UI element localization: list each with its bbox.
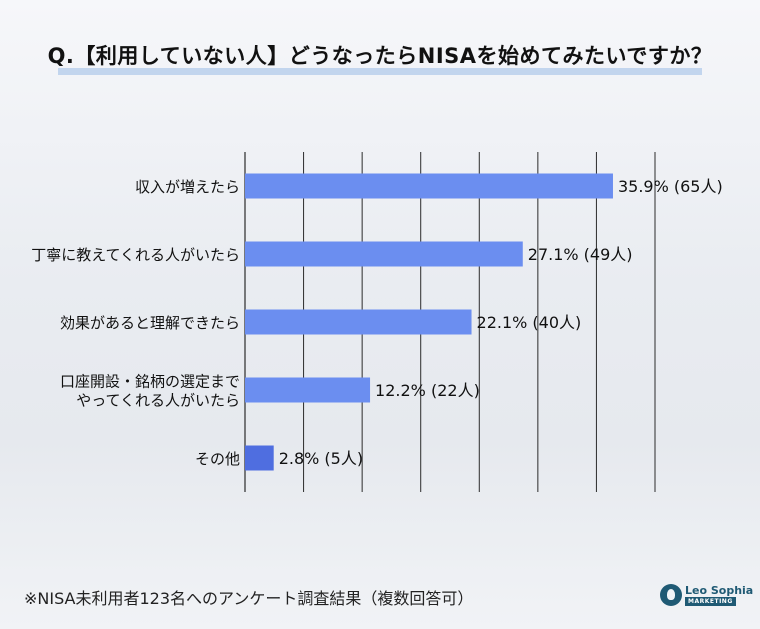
logo-name: Leo Sophia [685,584,754,597]
data-label: 2.8% (5人) [279,449,363,468]
category-label: 収入が増えたら [135,178,240,196]
category-label: その他 [195,450,240,468]
bar [245,241,523,267]
lion-icon [660,584,682,606]
category-label: 口座開設・銘柄の選定までやってくれる人がいたら [60,373,240,410]
data-label: 22.1% (40人) [477,313,582,332]
bar [245,377,371,403]
title-highlight [58,68,702,75]
bar [245,445,274,471]
bar [245,309,472,335]
data-label: 35.9% (65人) [618,177,723,196]
category-label: 効果があると理解できたら [60,314,240,332]
chart-title: Q.【利用していない人】どうなったらNISAを始めてみたいですか？ [0,40,760,70]
bar [245,173,613,199]
footnote: ※NISA未利用者123名へのアンケート調査結果（複数回答可） [24,589,474,608]
brand-logo: Leo Sophia MARKETING [660,584,753,608]
data-label: 12.2% (22人) [375,381,480,400]
data-label: 27.1% (49人) [528,245,633,264]
category-label: 丁寧に教えてくれる人がいたら [31,246,240,264]
chart-title-text: Q.【利用していない人】どうなったらNISAを始めてみたいですか？ [47,44,713,68]
logo-subtitle: MARKETING [685,597,736,606]
